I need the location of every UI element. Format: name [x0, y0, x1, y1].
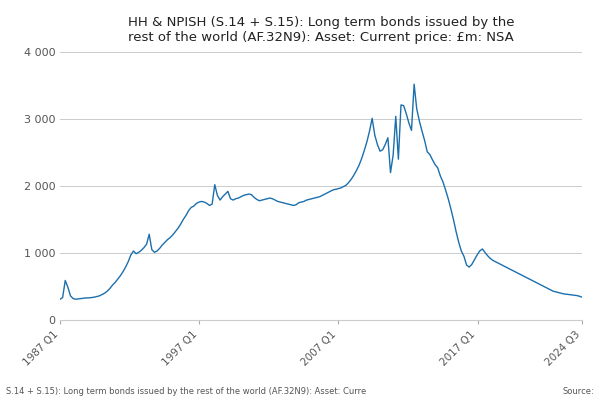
Title: HH & NPISH (S.14 + S.15): Long term bonds issued by the
rest of the world (AF.32: HH & NPISH (S.14 + S.15): Long term bond…: [128, 16, 514, 44]
Text: Source:: Source:: [562, 387, 594, 396]
Text: S.14 + S.15): Long term bonds issued by the rest of the world (AF.32N9): Asset: : S.14 + S.15): Long term bonds issued by …: [6, 387, 366, 396]
